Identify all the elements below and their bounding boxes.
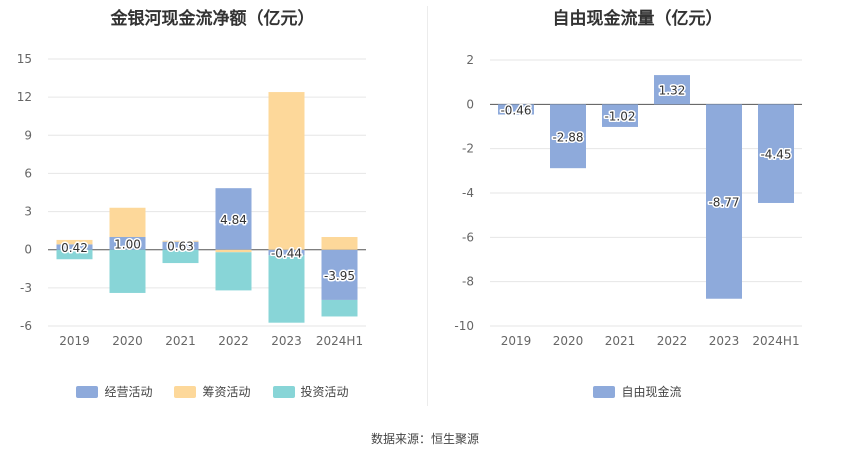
data-label: -0.44 [271,247,302,261]
bar-segment [162,240,199,242]
data-label: -1.02 [604,110,635,124]
legend-swatch [593,385,616,398]
y-tick-label: 3 [24,205,32,219]
bar-segment [706,104,742,299]
y-tick-label: -4 [462,186,474,200]
data-label: 1.32 [659,84,686,98]
legend-swatch [76,385,99,398]
x-tick-label: 2021 [165,334,196,348]
bar-segment [56,249,93,260]
x-tick-label: 2024H1 [752,334,799,348]
net-cashflow-legend: 经营活动 筹资活动 投资活动 [0,383,425,400]
net-cashflow-chart: 15 12 9 6 3 0 -3 -6 2019 2020 2021 2022 2023 2024H1 0.… [17,52,366,348]
bar-segment [268,255,305,323]
bar-segment [602,104,638,127]
free-cashflow-legend: 自由现金流 [425,383,850,400]
bar-segment [321,299,358,317]
free-cashflow-title: 自由现金流量（亿元） [552,9,723,29]
legend-swatch [272,385,295,398]
y-tick-label: 9 [24,128,32,142]
legend-item[interactable]: 经营活动 [76,383,152,400]
data-label: -4.45 [760,148,791,162]
legend-item[interactable]: 自由现金流 [593,383,682,400]
data-label: -3.95 [324,269,355,283]
data-label: 1.00 [114,237,141,251]
bar-segment [215,188,252,250]
legend-label: 经营活动 [104,385,153,399]
net-cashflow-panel: 金银河现金流净额（亿元） 15 12 9 6 3 0 -3 -6 2019 2020 2021 202… [0,0,425,410]
data-label: 4.84 [220,213,247,227]
bar-segment [215,249,252,253]
y-tick-label: 12 [17,90,32,104]
data-label: -8.77 [708,196,739,210]
free-cashflow-chart: 2 0 -2 -4 -6 -8 -10 2019 2020 2021 2022 2023 2024H1 -… [454,53,802,348]
data-label: 0.42 [61,241,88,255]
bar-segment [498,104,534,115]
x-tick-label: 2024H1 [316,334,363,348]
panel-divider [427,6,428,406]
x-tick-label: 2020 [112,334,143,348]
y-tick-label: -10 [454,319,474,333]
x-tick-label: 2023 [709,334,740,348]
x-tick-label: 2020 [553,334,584,348]
legend-label: 筹资活动 [202,385,251,399]
bar-segment [215,252,252,291]
legend-label: 自由现金流 [621,385,682,399]
legend-item[interactable]: 筹资活动 [174,383,251,400]
legend-item[interactable]: 投资活动 [272,383,349,400]
data-source-note: 数据来源：恒生聚源 [370,432,479,446]
legend-label: 投资活动 [300,385,349,399]
data-label: -2.88 [552,130,583,144]
y-tick-label: -8 [462,275,474,289]
x-tick-label: 2019 [501,334,532,348]
bar-segment [268,249,305,256]
bar-segment [109,207,146,237]
y-tick-label: 2 [466,53,474,67]
y-tick-label: -6 [462,230,474,244]
y-tick-label: 15 [17,52,32,66]
y-tick-label: -2 [462,142,474,156]
x-tick-label: 2022 [657,334,688,348]
bar-segment [654,75,690,105]
data-label: 0.63 [167,240,194,254]
y-tick-label: 0 [466,97,474,111]
y-tick-label: -3 [20,281,32,295]
bar-segment [109,249,146,293]
bar-segment [268,92,305,250]
x-tick-label: 2021 [605,334,636,348]
x-tick-label: 2022 [218,334,249,348]
bar-segment [56,239,93,245]
x-tick-label: 2019 [59,334,90,348]
y-tick-label: 0 [24,243,32,257]
x-tick-label: 2023 [271,334,302,348]
net-cashflow-title: 金银河现金流净额（亿元） [110,9,315,29]
y-tick-label: -6 [20,319,32,333]
bar-segment [550,104,586,169]
y-tick-label: 6 [24,166,32,180]
bar-segment [758,104,794,203]
bar-segment [162,241,199,250]
bar-segment [162,249,199,264]
bar-segment [56,244,93,250]
data-label: -0.46 [500,103,531,117]
bar-segment [321,237,358,250]
bar-segment [321,249,358,300]
free-cashflow-panel: 自由现金流量（亿元） 2 0 -2 -4 -6 -8 -10 2019 2020 2021 2022… [425,0,850,410]
legend-swatch [174,385,197,398]
bar-segment [109,237,146,250]
